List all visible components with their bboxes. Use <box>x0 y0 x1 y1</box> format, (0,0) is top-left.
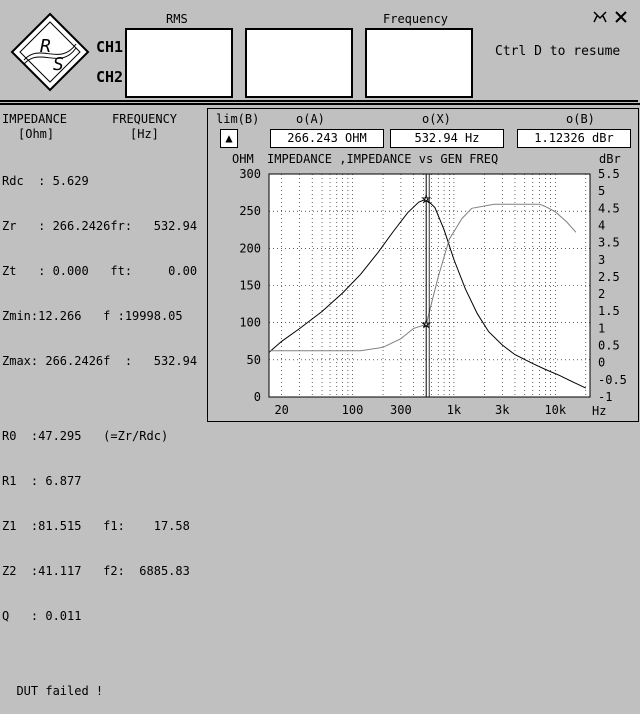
result-rdc: Rdc : 5.629 <box>2 174 89 188</box>
chart-title: IMPEDANCE ,IMPEDANCE vs GEN FREQ <box>267 152 498 166</box>
y-right-tick-label: 4 <box>598 218 605 232</box>
resume-hint: Ctrl D to resume <box>495 44 621 59</box>
logo-letter-s: S <box>53 54 64 75</box>
x-tick-label: 1k <box>447 403 462 417</box>
dut-status: DUT failed ! <box>2 684 104 698</box>
frequency-unit: [Hz] <box>130 127 159 141</box>
impedance-unit: [Ohm] <box>18 127 55 141</box>
x-tick-label: 10k <box>544 403 566 417</box>
y-left-tick-label: 300 <box>239 167 261 181</box>
y-left-tick-label: 0 <box>254 390 261 404</box>
series-line-2 <box>269 203 577 352</box>
x-unit-label: Hz <box>592 404 606 418</box>
ob-readout: 1.12326 dBr <box>517 129 631 148</box>
top-bar <box>0 0 638 102</box>
impedance-heading: IMPEDANCE <box>2 112 68 126</box>
ch-meter-box-1 <box>125 28 233 98</box>
y-left-unit-label: OHM <box>232 152 254 166</box>
lim-toggle-button[interactable]: ▲ <box>220 129 238 148</box>
y-left-tick-label: 150 <box>239 279 261 293</box>
ox-label: o(X) <box>422 112 451 126</box>
y-right-tick-label: 4.5 <box>598 201 620 215</box>
cursor-marker-1 <box>421 193 432 204</box>
cursor-marker-2 <box>421 319 432 329</box>
y-right-tick-label: 3 <box>598 253 605 267</box>
lim-label: lim(B) <box>216 112 260 126</box>
result-zmin: Zmin:12.266 f :19998.05 <box>2 309 183 323</box>
result-r0: R0 :47.295 (=Zr/Rdc) <box>2 429 169 443</box>
rs-logo: R S <box>10 12 90 92</box>
result-zr: Zr : 266.2426fr: 532.94 <box>2 219 198 233</box>
y-right-tick-label: -0.5 <box>598 373 627 387</box>
ch-meter-box-2 <box>245 28 353 98</box>
impedance-chart: OHM IMPEDANCE ,IMPEDANCE vs GEN FREQ dBr… <box>232 152 627 418</box>
y-left-tick-label: 200 <box>239 241 261 255</box>
x-tick-label: 3k <box>495 403 510 417</box>
y-left-tick-label: 50 <box>247 353 261 367</box>
result-z1: Z1 :81.515 f1: 17.58 <box>2 519 190 533</box>
pin-icon[interactable] <box>592 10 608 24</box>
oa-label: o(A) <box>296 112 325 126</box>
y-left-tick-label: 100 <box>239 316 261 330</box>
result-q: Q : 0.011 <box>2 609 82 623</box>
y-left-tick-label: 250 <box>239 204 261 218</box>
y-right-tick-label: -1 <box>598 390 612 404</box>
y-right-unit-label: dBr <box>599 152 621 166</box>
logo-letter-r: R <box>40 36 51 57</box>
result-zt: Zt : 0.000 ft: 0.00 <box>2 264 198 278</box>
y-right-tick-label: 1.5 <box>598 304 620 318</box>
ch1-label: CH1 <box>96 38 124 56</box>
result-z2: Z2 :41.117 f2: 6885.83 <box>2 564 190 578</box>
result-zmax: Zmax: 266.2426f : 532.94 <box>2 354 198 368</box>
frequency-title: Frequency <box>383 12 449 26</box>
y-right-tick-label: 3.5 <box>598 236 620 250</box>
x-tick-label: 100 <box>342 403 364 417</box>
y-right-tick-label: 2.5 <box>598 270 620 284</box>
close-icon[interactable] <box>614 10 628 24</box>
y-right-tick-label: 0.5 <box>598 339 620 353</box>
x-tick-label: 20 <box>274 403 288 417</box>
ob-label: o(B) <box>566 112 595 126</box>
x-tick-label: 300 <box>390 403 412 417</box>
header-separator <box>0 103 640 105</box>
ox-readout: 532.94 Hz <box>390 129 504 148</box>
result-r1: R1 : 6.877 <box>2 474 82 488</box>
results-list: Rdc : 5.629 Zr : 266.2426fr: 532.94 Zt :… <box>2 144 197 714</box>
series-line-1 <box>268 198 587 389</box>
y-right-tick-label: 1 <box>598 321 605 335</box>
oa-readout: 266.243 OHM <box>270 129 384 148</box>
frequency-heading: FREQUENCY <box>112 112 178 126</box>
rms-title: RMS <box>166 12 188 26</box>
ch2-label: CH2 <box>96 68 124 86</box>
y-right-tick-label: 2 <box>598 287 605 301</box>
y-right-tick-label: 5.5 <box>598 167 620 181</box>
y-right-tick-label: 5 <box>598 184 605 198</box>
y-right-tick-label: 0 <box>598 356 605 370</box>
ch-meter-box-3 <box>365 28 473 98</box>
